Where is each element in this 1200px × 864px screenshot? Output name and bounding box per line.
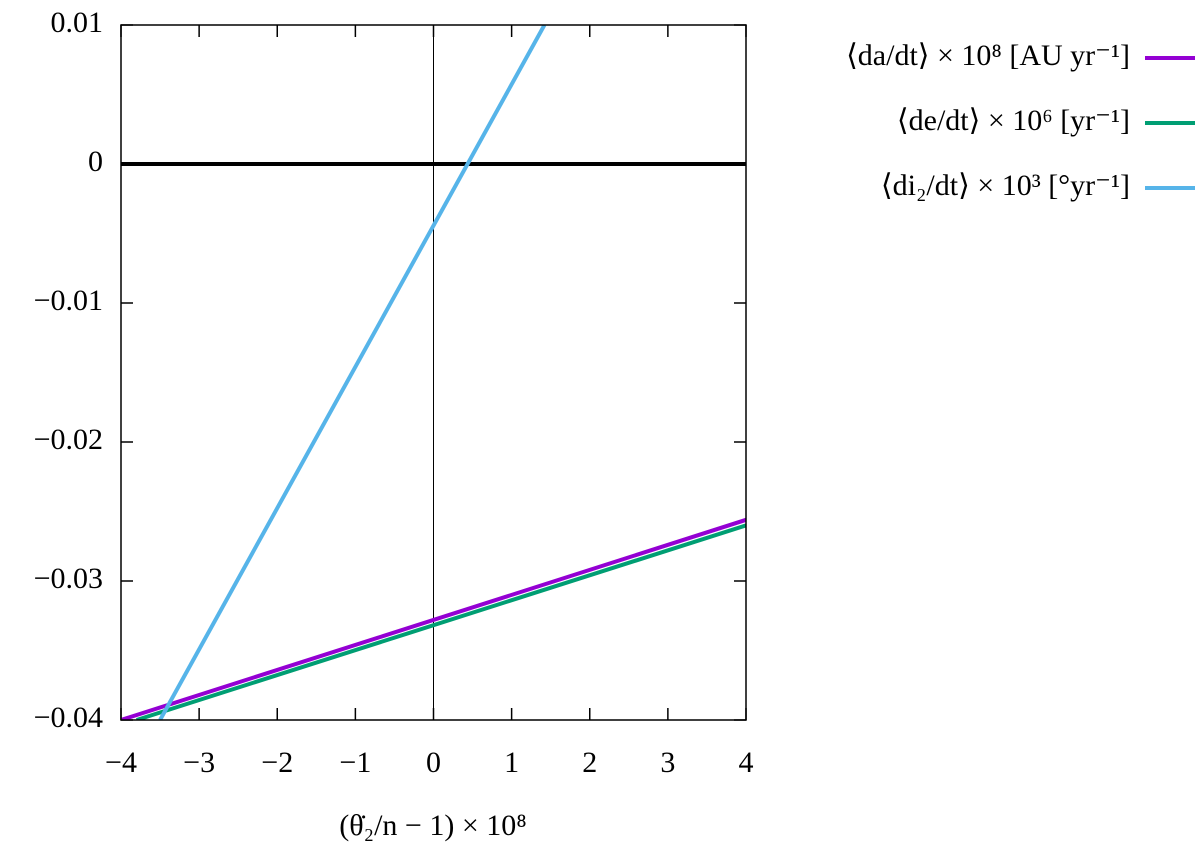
legend-label: ⟨di₂/dt⟩ × 10³ [°yr⁻¹]: [881, 169, 1130, 202]
x-tick-label: 4: [739, 746, 754, 779]
x-tick-label: 0: [426, 746, 441, 779]
x-tick-label: −4: [105, 746, 137, 779]
y-tick-label: −0.01: [34, 284, 103, 317]
y-tick-label: −0.04: [34, 701, 103, 734]
legend-label: ⟨de/dt⟩ × 10⁶ [yr⁻¹]: [897, 104, 1130, 137]
y-tick-label: 0.01: [51, 6, 104, 39]
y-tick-label: −0.02: [34, 423, 103, 456]
y-tick-label: −0.03: [34, 562, 103, 595]
legend-label: ⟨da/dt⟩ × 10⁸ [AU yr⁻¹]: [846, 39, 1130, 72]
x-tick-label: 2: [582, 746, 597, 779]
series-line: [158, 25, 547, 720]
series-line: [136, 523, 746, 720]
x-tick-label: 3: [660, 746, 675, 779]
x-tick-label: −3: [183, 746, 215, 779]
x-tick-label: −2: [261, 746, 293, 779]
x-axis-label: (θ̇₂/n − 1) × 10⁸: [339, 809, 526, 842]
plot-frame: [120, 24, 747, 721]
plot-area: [121, 25, 746, 720]
x-tick-label: 1: [504, 746, 519, 779]
y-tick-label: 0: [88, 145, 103, 178]
x-tick-label: −1: [339, 746, 371, 779]
series-line: [121, 517, 746, 720]
